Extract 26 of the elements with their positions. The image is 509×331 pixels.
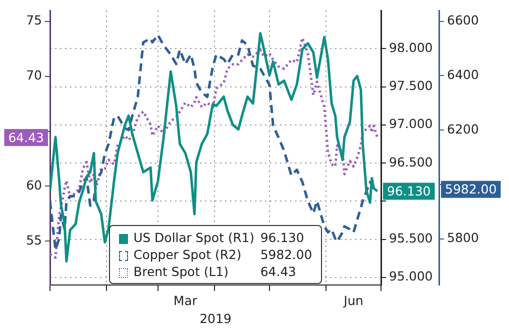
y2-tick-label: 95.500 — [389, 230, 433, 246]
y2-tick-label: 96.500 — [389, 154, 433, 170]
legend-label: Brent Spot (L1) — [132, 263, 230, 280]
y3-tick-label: 6600 — [447, 12, 479, 28]
text: 96.130 — [387, 183, 431, 198]
y-tick-label: 75 — [26, 12, 42, 28]
y-tick-label: 60 — [26, 177, 42, 192]
annotation: 64.43 — [259, 263, 298, 280]
y-tick-label: 55 — [26, 232, 42, 248]
x-axis-title: 2019 — [200, 310, 232, 326]
x-tick-label: Mar — [174, 292, 198, 308]
annotation: 5982.00 — [259, 246, 314, 263]
text: 64.43 — [8, 130, 44, 145]
y3-tick-label: 6400 — [447, 66, 479, 82]
y2-tick-label: 97.000 — [389, 116, 433, 132]
y-tick-label: 70 — [26, 68, 42, 83]
y3-tick-label: 5800 — [447, 230, 479, 246]
text: 5982.00 — [445, 182, 497, 197]
y2-tick-label: 97.500 — [389, 78, 433, 93]
y2-tick-label: 98.000 — [389, 40, 433, 55]
y2-tick-label: 95.000 — [389, 268, 433, 284]
legend-label: US Dollar Spot (R1) — [132, 229, 256, 246]
x-tick-label: Jun — [342, 292, 364, 308]
y3-tick-label: 6200 — [447, 121, 479, 136]
legend-label: Copper Spot (R2) — [132, 246, 242, 263]
annotation: 96.130 — [259, 229, 306, 246]
